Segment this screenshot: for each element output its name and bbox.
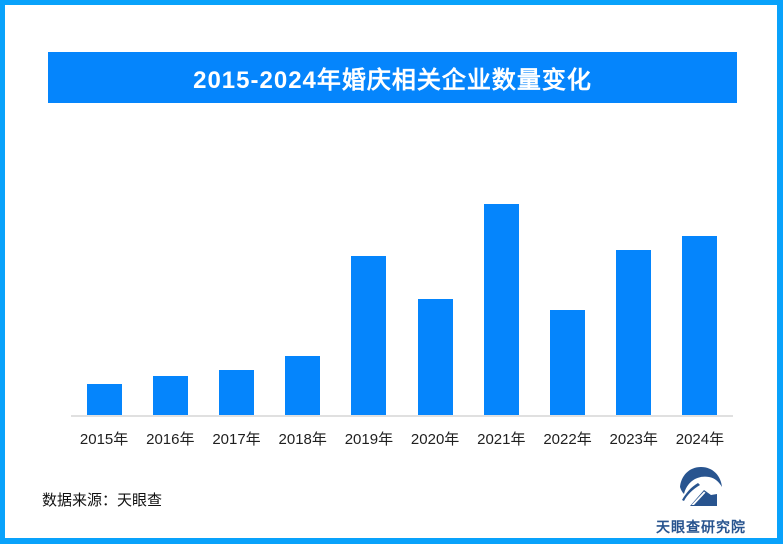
bar-2023年 [616,250,652,415]
bar-2024年 [682,236,718,415]
bar-slot [203,370,269,415]
x-tick-label: 2021年 [477,431,526,448]
x-tick-label: 2019年 [344,431,394,448]
x-tick-label: 2018年 [278,431,327,448]
bar-2019年 [351,256,387,415]
bar-2022年 [550,310,586,415]
tianyancha-logo-icon [678,466,724,515]
bar-slot [468,204,534,415]
bar-chart [71,195,733,417]
bar-slot [402,299,468,415]
bar-2015年 [86,384,122,415]
x-tick-label: 2023年 [609,431,658,448]
bar-2018年 [285,356,321,415]
x-tick-label: 2015年 [79,431,129,448]
chart-title: 2015-2024年婚庆相关企业数量变化 [193,67,592,94]
x-tick-label: 2017年 [212,431,261,448]
x-tick-label: 2022年 [543,431,592,448]
bar-slot [336,256,402,415]
brand-block: 天眼查研究院 [653,466,749,537]
bar-slot [667,236,733,415]
bar-2020年 [417,299,453,415]
brand-name: 天眼查研究院 [656,519,746,535]
bar-2017年 [219,370,254,415]
bar-slot [601,250,667,415]
bar-2021年 [483,204,519,415]
x-tick-label: 2020年 [410,431,460,448]
x-axis-labels: 2015年 2016年 2017年 2018年 2019年 2020年 2021年 2022年… [71,428,733,449]
bar-slot [270,356,336,415]
data-source-label: 数据来源：天眼查 [42,492,163,509]
x-tick-label: 2016年 [146,431,195,448]
bar-slot [71,384,137,415]
bar-slot [534,310,600,415]
bar-2016年 [152,376,188,415]
bar-slot [137,376,203,415]
chart-title-banner: 2015-2024年婚庆相关企业数量变化 [48,52,737,103]
x-tick-label: 2024年 [675,431,725,448]
